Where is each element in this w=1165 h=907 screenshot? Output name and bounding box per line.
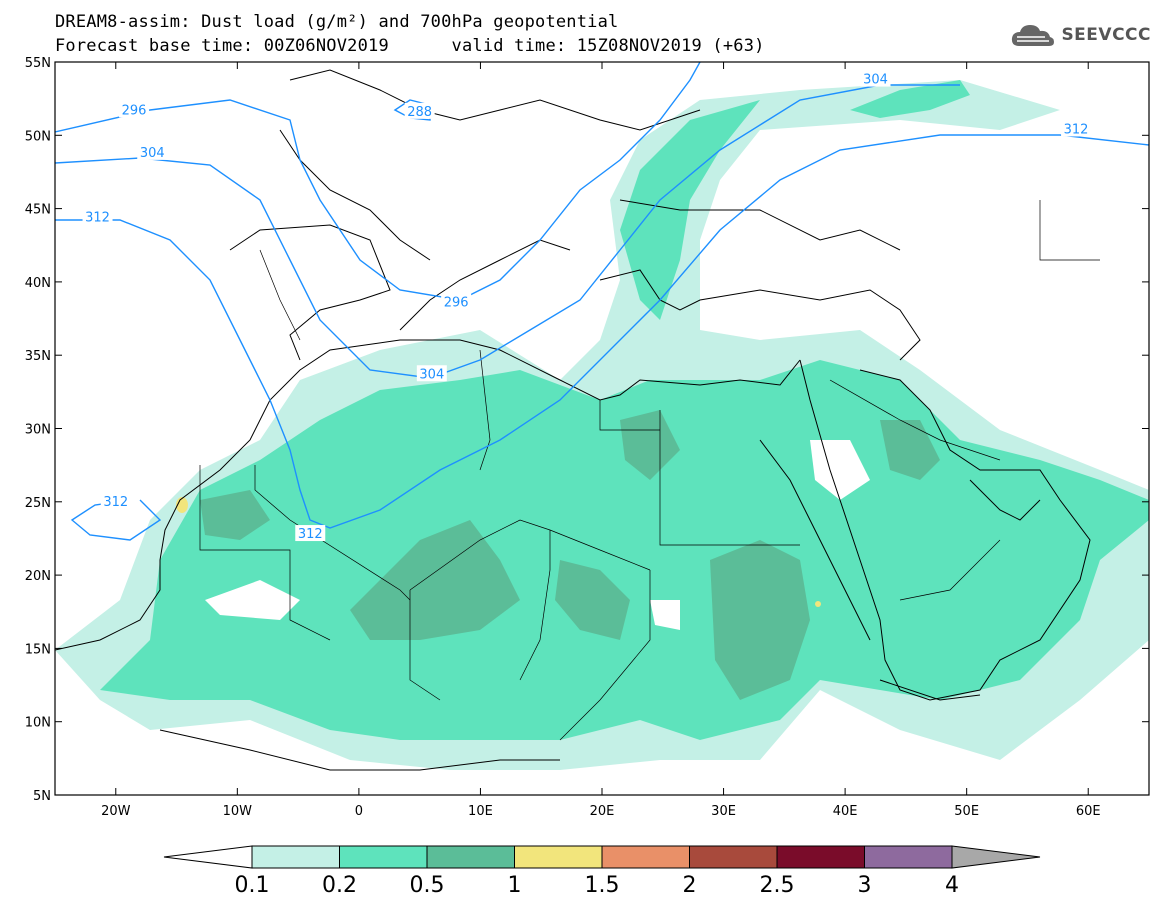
geopotential-contours [55, 62, 1149, 541]
contour-label-bg [416, 365, 447, 382]
colorbar-level-label: 1 [508, 873, 522, 898]
contour-label: 312 [298, 527, 323, 542]
colorbar-level-label: 4 [945, 873, 959, 898]
colorbar-level-label: 1.5 [585, 873, 620, 898]
lon-tick-label: 30E [711, 804, 736, 819]
dust-load-field [55, 80, 1149, 770]
colorbar-segment [689, 845, 778, 869]
contour-label-bg [1061, 120, 1092, 137]
contour-label-bg [119, 101, 150, 118]
dust-region-l2 [100, 360, 1149, 740]
dust-clear-3 [810, 440, 870, 500]
dust-region-l4b [815, 601, 821, 607]
colorbar-level-label: 0.1 [235, 873, 270, 898]
contour-label-bg [404, 102, 435, 119]
contour-label-bg [82, 208, 113, 225]
lat-tick-label: 5N [33, 789, 51, 804]
lat-tick-label: 45N [25, 203, 51, 218]
lon-tick-label: 40E [833, 804, 858, 819]
contour-label-bg [441, 293, 472, 310]
contour-label: 288 [407, 105, 432, 120]
dust-region-l2c [850, 80, 970, 118]
colorbar-level-label: 2.5 [760, 873, 795, 898]
lon-tick-label: 0 [355, 804, 363, 819]
lat-tick-label: 55N [25, 56, 51, 71]
colorbar-segment [426, 845, 515, 869]
lat-tick-label: 10N [25, 716, 51, 731]
colorbar-segment [339, 845, 428, 869]
contour-label-bg [860, 70, 891, 87]
dust-region-l3c [710, 540, 810, 700]
country-borders [199, 200, 1100, 741]
colorbar-segment [514, 845, 603, 869]
lat-tick-label: 35N [25, 349, 51, 364]
lat-tick-label: 20N [25, 569, 51, 584]
dust-region-l3f [880, 420, 940, 480]
lon-tick-label: 20E [590, 804, 615, 819]
contour-label-bg [137, 143, 168, 160]
dust-region-l2b [620, 100, 760, 320]
contour-296 [55, 62, 701, 301]
contour-label: 296 [444, 295, 469, 310]
contour-label-bg [295, 525, 326, 542]
colorbar-segment [776, 845, 865, 869]
contour-label: 304 [419, 367, 444, 382]
map-subtitle: Forecast base time: 00Z06NOV2019 valid t… [55, 36, 765, 56]
lon-tick-label: 10W [223, 804, 253, 819]
colorbar-under-triangle [163, 845, 253, 869]
lat-tick-label: 50N [25, 129, 51, 144]
dust-region-l3e [620, 410, 680, 480]
dust-region-l3d [200, 490, 270, 540]
lon-tick-label: 60E [1076, 804, 1101, 819]
contour-label: 312 [85, 210, 110, 225]
contour-label: 304 [863, 73, 888, 88]
lon-tick-label: 10E [468, 804, 493, 819]
logo-text: SEEVCCC [1061, 25, 1151, 45]
colorbar: 0.1 0.2 0.5 1 1.5 2 2.5 3 4 [163, 845, 1041, 898]
colorbar-level-label: 0.5 [410, 873, 445, 898]
lon-tick-label: 50E [954, 804, 979, 819]
dust-clear-1 [205, 580, 300, 620]
contour-312-west [70, 499, 162, 541]
seevccc-logo: SEEVCCC [1009, 22, 1151, 48]
contour-labels: 296 304 312 288 296 304 304 312 312 312 [82, 70, 1092, 542]
contour-label: 296 [122, 103, 147, 118]
contour-304 [55, 84, 960, 379]
contour-label: 304 [140, 146, 165, 161]
coastlines [55, 69, 1091, 771]
colorbar-segment [864, 845, 953, 869]
map-title: DREAM8-assim: Dust load (g/m²) and 700hP… [55, 12, 619, 32]
colorbar-over-triangle [951, 845, 1041, 869]
colorbar-segment [601, 845, 690, 869]
colorbar-level-label: 3 [858, 873, 872, 898]
lat-tick-label: 25N [25, 496, 51, 511]
cloud-icon [1012, 25, 1055, 46]
contour-label: 312 [1064, 122, 1089, 137]
axis-ticks: 20W 10W 0 10E 20E 30E 40E 50E 60E 55N 50N 45N 40N 35N… [25, 56, 1149, 819]
dust-clear-2 [650, 600, 680, 630]
lat-tick-label: 40N [25, 276, 51, 291]
contour-label: 312 [103, 495, 128, 510]
lon-tick-label: 20W [101, 804, 131, 819]
dust-region-l3b [555, 560, 630, 640]
colorbar-level-label: 2 [683, 873, 697, 898]
colorbar-level-label: 0.2 [322, 873, 357, 898]
lat-tick-label: 15N [25, 642, 51, 657]
contour-label-bg [100, 492, 131, 509]
contour-312 [55, 134, 1149, 529]
lat-tick-label: 30N [25, 423, 51, 438]
colorbar-segment [251, 845, 340, 869]
dust-region-l3a [350, 520, 520, 640]
